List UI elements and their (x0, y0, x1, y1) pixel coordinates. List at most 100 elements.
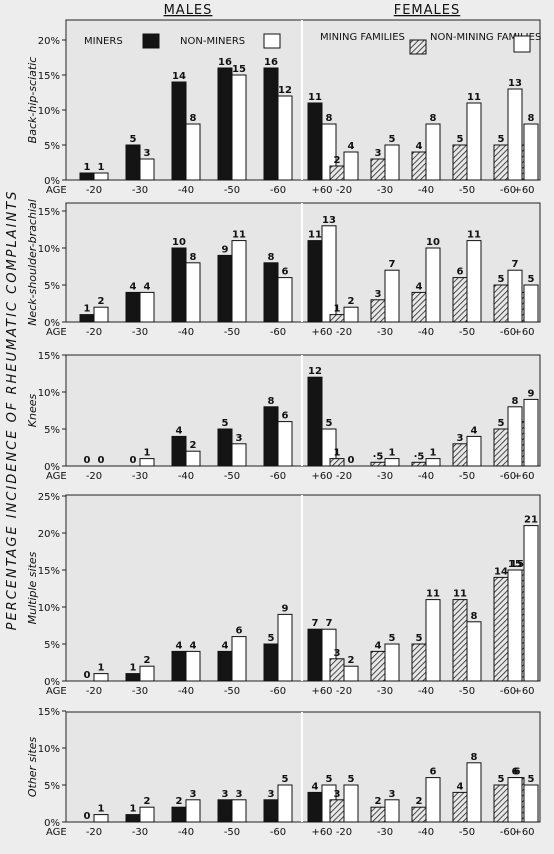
x-tick-label-female: +60 (513, 827, 534, 838)
bar-males-b (139, 806, 155, 823)
x-tick-label-male: -50 (224, 327, 240, 338)
bar-males-b (185, 450, 201, 467)
bar-females-b (384, 144, 400, 181)
bar-value-label: ·5 (414, 451, 425, 462)
bar-value-label: 1 (98, 162, 105, 173)
x-tick-label-female: -30 (377, 185, 393, 196)
y-tick-label: 5% (44, 425, 60, 436)
bar-females-a (370, 650, 386, 682)
bar-value-label: 11 (308, 92, 322, 103)
bar-value-label: 11 (426, 589, 440, 600)
bar-value-label: 4 (144, 281, 151, 292)
x-tick-label-male: -40 (178, 827, 194, 838)
bar-value-label: 7 (312, 618, 319, 629)
bar-value-label: 1 (84, 162, 91, 173)
bar-females-a (493, 784, 509, 823)
bar-value-label: 5 (528, 274, 535, 285)
x-tick-label-female: -60 (500, 471, 516, 482)
bar-value-label: 3 (144, 148, 151, 159)
bar-value-label: 4 (416, 281, 423, 292)
y-tick-label: 15% (38, 351, 60, 362)
bar-value-label: 4 (190, 640, 197, 651)
bar-value-label: 11 (467, 92, 481, 103)
bar-males-a (79, 172, 95, 181)
bar-value-label: 11 (453, 589, 467, 600)
bar-value-label: 5 (348, 774, 355, 785)
bar-females-a (493, 576, 509, 682)
bar-value-label: 6 (514, 767, 521, 778)
bar-value-label: 3 (334, 789, 341, 800)
panel-3: Knees 0% 5% 10% 15% AGE -20 -20 -30 -30 -40 -40 -50 -… (26, 351, 541, 482)
bar-males-a (217, 650, 233, 682)
bar-value-label: 3 (389, 789, 396, 800)
x-tick-label-female: -40 (418, 686, 434, 697)
bar-value-label: 8 (471, 611, 478, 622)
bar-males-b (139, 291, 155, 323)
y-tick-label: 10% (38, 244, 60, 255)
bar-value-label: 4 (375, 640, 382, 651)
bar-females-b (523, 398, 539, 467)
bar-value-label: 4 (457, 781, 464, 792)
bar-value-label: 8 (528, 113, 535, 124)
bar-females-b (384, 269, 400, 323)
bar-males-a (79, 314, 95, 323)
y-tick-label: 10% (38, 106, 60, 117)
bar-value-label: 8 (430, 113, 437, 124)
bar-females-a (411, 806, 427, 823)
bar-value-label: 1 (430, 448, 437, 459)
bar-value-label: 1 (334, 304, 341, 315)
bar-males-b (321, 225, 337, 323)
y-tick-label: 15% (38, 707, 60, 718)
bar-males-b (139, 665, 155, 682)
bar-males-a (125, 814, 141, 823)
panel-1: Back-hip-sciatic 0% 5% 10% 15% 20% AGE -20 -20 -3… (26, 19, 541, 196)
bar-males-a (171, 650, 187, 682)
x-tick-label-male: -20 (86, 327, 102, 338)
bar-females-b (343, 151, 359, 181)
bar-females-b (466, 240, 482, 323)
bar-value-label: 0 (130, 455, 137, 466)
bar-males-b (231, 636, 247, 682)
bar-value-label: 8 (326, 113, 333, 124)
y-tick-label: 5% (44, 281, 60, 292)
y-tick-label: 10% (38, 744, 60, 755)
bar-value-label: 9 (282, 603, 289, 614)
x-tick-label-female: -30 (377, 686, 393, 697)
bar-females-a (493, 284, 509, 323)
bar-males-a (171, 247, 187, 323)
panel-name: Neck-shoulder-brachial (26, 199, 39, 326)
bar-males-b (139, 458, 155, 467)
bar-females-b (343, 665, 359, 682)
bar-males-b (277, 95, 293, 181)
bar-value-label: 8 (268, 396, 275, 407)
panel-2: Neck-shoulder-brachial 0% 5% 10% 15% AGE -20 -2… (26, 199, 541, 338)
x-axis-label: AGE (46, 327, 67, 338)
bar-males-a (263, 799, 279, 823)
x-tick-label-male: -20 (86, 185, 102, 196)
bar-females-b (343, 784, 359, 823)
bar-males-a (171, 806, 187, 823)
bar-males-b (321, 428, 337, 467)
bar-value-label: 1 (389, 448, 396, 459)
x-tick-label-female: -30 (377, 327, 393, 338)
bar-females-a (411, 291, 427, 323)
y-tick-label: 20% (38, 529, 60, 540)
bar-value-label: 5 (268, 633, 275, 644)
x-tick-label-female: -50 (459, 471, 475, 482)
bar-females-b (466, 621, 482, 682)
x-axis-label: AGE (46, 471, 67, 482)
bar-males-a (307, 791, 323, 823)
bar-value-label: 11 (467, 230, 481, 241)
bar-value-label: 2 (348, 296, 355, 307)
x-tick-label-female: -40 (418, 185, 434, 196)
legend-mining-families-swatch (409, 39, 427, 55)
bar-males-b (185, 799, 201, 823)
bar-males-b (231, 799, 247, 823)
bar-males-a (217, 799, 233, 823)
bar-value-label: 1 (144, 448, 151, 459)
bar-females-b (507, 88, 523, 181)
x-tick-label-female: +60 (513, 686, 534, 697)
bar-females-a (370, 806, 386, 823)
y-tick-label: 0% (44, 176, 60, 187)
